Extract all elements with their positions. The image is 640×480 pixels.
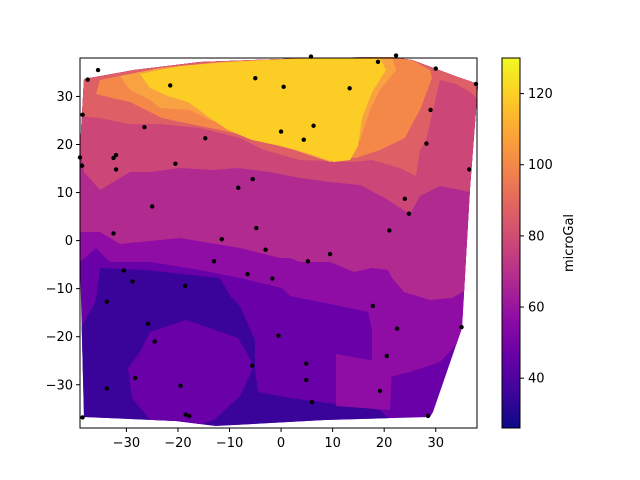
band-40-50-island [128,320,254,426]
data-point [253,75,258,81]
x-tick-label: −10 [216,436,243,451]
data-point [168,83,173,88]
data-point [375,59,381,65]
data-point [152,339,157,344]
data-point [327,251,333,257]
x-tick-label: 0 [277,436,285,451]
data-point [149,204,155,209]
colorbar-gradient [501,57,521,429]
data-point [113,152,119,158]
data-point [250,176,255,182]
band-120-130 [140,58,386,162]
data-point [219,236,224,242]
data-point [428,107,433,113]
data-point [145,321,151,326]
data-point [183,412,188,417]
data-point [263,247,268,252]
x-tick-label: −30 [113,436,140,451]
band-50-60-spot [336,354,392,410]
data-point [467,167,472,172]
data-point [387,228,392,233]
data-point [85,77,90,82]
colorbar-tick-label: 100 [528,158,553,173]
data-point [121,268,127,273]
axes-frame [79,57,478,429]
data-point [425,413,431,419]
data-point [250,363,255,368]
data-point [187,413,192,419]
data-point [281,84,286,90]
data-point [393,53,399,58]
data-point [459,324,464,330]
data-points [77,53,479,420]
data-point [104,299,110,304]
y-tick-label: 20 [56,138,73,153]
data-point [278,129,284,134]
y-tick-label: −30 [46,378,73,393]
data-point [424,141,429,146]
data-point [276,333,281,338]
x-axis: −30 −20 −10 0 10 20 30 [113,428,444,451]
data-point [236,185,241,190]
colorbar-label: microGal [562,214,577,272]
data-point [304,361,309,366]
x-tick-label: 20 [376,436,393,451]
data-point [80,415,85,420]
x-tick-label: 30 [427,436,444,451]
data-point [113,167,119,172]
data-point [270,276,275,281]
data-point [130,279,135,284]
data-point [142,124,147,130]
data-point [95,67,101,73]
data-point [104,386,110,391]
data-point [433,66,438,71]
colorbar-tick-label: 120 [528,87,553,102]
data-point [370,303,376,309]
data-point [406,211,412,216]
data-point [402,196,408,201]
colorbar: 40 60 80 100 120 microGal [501,57,577,429]
contour-bands [80,57,478,426]
y-axis: −30 −20 −10 0 10 20 30 [46,90,80,393]
data-point [394,326,400,331]
colorbar-tick-label: 80 [528,229,545,244]
data-point [384,353,389,359]
colorbar-tick-label: 40 [528,372,545,387]
y-tick-label: 10 [56,186,73,201]
data-point [111,231,116,236]
data-point [311,123,316,128]
data-point [245,272,250,277]
data-point [301,137,306,142]
data-point [79,163,85,168]
data-point [347,86,352,91]
colorbar-tick-label: 60 [528,301,545,316]
y-tick-label: 30 [56,90,73,105]
data-point [473,81,479,87]
x-tick-label: 10 [324,436,341,451]
data-point [178,383,183,388]
data-point [304,377,309,383]
data-point [132,375,138,381]
data-point [80,112,85,117]
data-point [211,259,217,264]
data-point [111,155,116,161]
data-point [309,399,315,405]
y-tick-label: −20 [46,330,73,345]
colorbar-ticks: 40 60 80 100 120 [520,87,553,387]
data-point [254,225,259,231]
data-point [182,283,188,288]
y-tick-label: −10 [46,282,73,297]
y-tick-label: 0 [65,234,73,249]
data-point [173,161,178,166]
x-tick-label: −20 [164,436,191,451]
data-point [203,136,208,141]
data-point [377,388,383,394]
data-point [305,259,311,264]
